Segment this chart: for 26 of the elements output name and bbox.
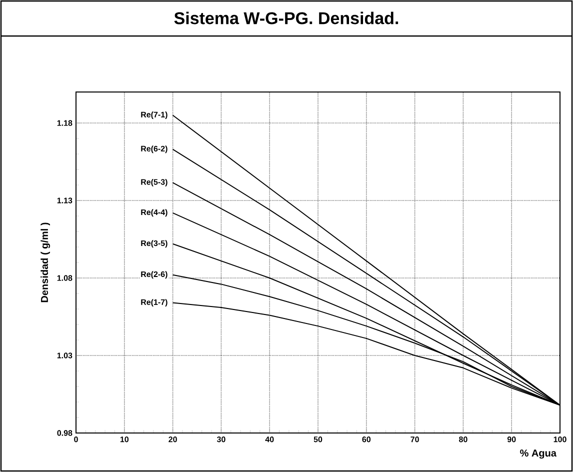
x-tick-label: 30: [216, 436, 226, 442]
y-tick-label: 1.03: [57, 352, 72, 358]
x-tick-label: 60: [362, 436, 371, 442]
y-tick-label: 1.08: [57, 275, 72, 281]
series-label: Re(2-6): [141, 271, 168, 279]
y-tick-label: 1.13: [57, 198, 72, 204]
x-axis-title: % Agua: [520, 450, 557, 459]
series-label: Re(5-3): [141, 178, 168, 186]
series-label: Re(7-1): [141, 112, 168, 119]
x-tick-label: 50: [314, 436, 322, 442]
y-tick-label: 1.18: [57, 120, 72, 126]
x-tick-label: 0: [74, 436, 78, 442]
series-label: Re(3-5): [141, 240, 168, 248]
y-tick-label: 0.98: [57, 430, 72, 436]
x-tick-label: 90: [507, 436, 516, 442]
y-axis-title: Densidad ( g/ml ): [40, 222, 50, 302]
x-tick-label: 70: [410, 436, 419, 442]
series-label: Re(4-4): [141, 209, 168, 217]
x-tick-label: 100: [554, 436, 566, 442]
series-label: Re(6-2): [141, 146, 168, 154]
x-tick-label: 40: [265, 436, 274, 442]
series-label: Re(1-7): [141, 299, 168, 307]
x-tick-label: 10: [120, 436, 129, 442]
chart-title: Sistema W-G-PG. Densidad.: [174, 12, 398, 24]
x-tick-label: 20: [168, 436, 177, 442]
x-tick-label: 80: [459, 436, 468, 442]
